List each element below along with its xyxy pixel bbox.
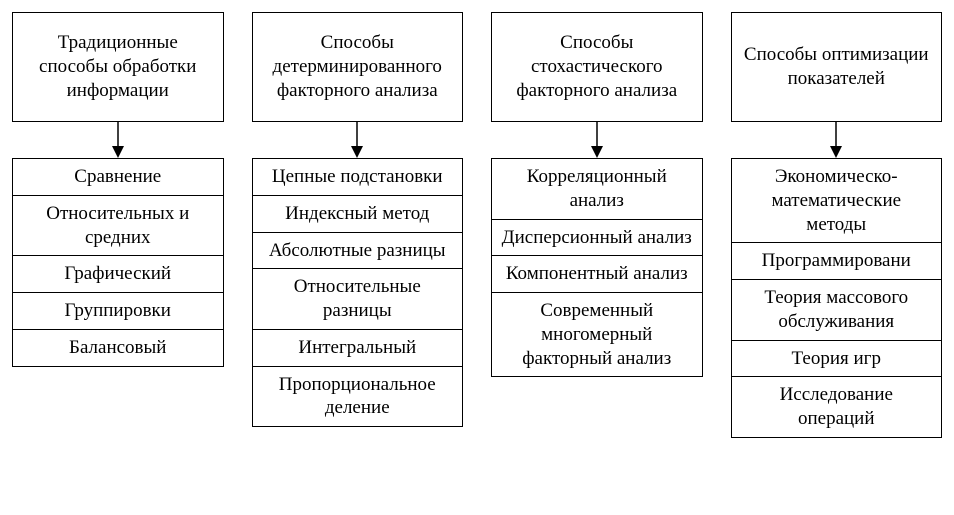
list-item: Цепные подстановки (253, 159, 463, 195)
arrow-down-icon (347, 122, 367, 158)
column-4: Способы оптимизации показателей Экономич… (731, 12, 943, 438)
column-1-items: Сравнение Относительных и средних Графич… (12, 158, 224, 367)
arrow-down-icon (826, 122, 846, 158)
column-3: Способы стохастического факторного анали… (491, 12, 703, 377)
list-item: Относительных и средних (13, 195, 223, 256)
list-item: Относительные разницы (253, 268, 463, 329)
list-item: Корреляционный анализ (492, 159, 702, 219)
arrow-down-icon (108, 122, 128, 158)
column-4-items: Экономическо-математические методы Прогр… (731, 158, 943, 438)
column-3-header: Способы стохастического факторного анали… (491, 12, 703, 122)
column-2-items: Цепные подстановки Индексный метод Абсол… (252, 158, 464, 427)
list-item: Индексный метод (253, 195, 463, 232)
list-item: Группировки (13, 292, 223, 329)
list-item: Теория игр (732, 340, 942, 377)
column-2-header: Способы детерминированного факторного ан… (252, 12, 464, 122)
list-item: Абсолютные разницы (253, 232, 463, 269)
column-4-header: Способы оптимизации показателей (731, 12, 943, 122)
arrow-down-icon (587, 122, 607, 158)
list-item: Экономическо-математические методы (732, 159, 942, 242)
column-1-header: Традиционные способы обработки информаци… (12, 12, 224, 122)
column-2: Способы детерминированного факторного ан… (252, 12, 464, 427)
list-item: Балансовый (13, 329, 223, 366)
list-item: Программировани (732, 242, 942, 279)
list-item: Интегральный (253, 329, 463, 366)
column-1: Традиционные способы обработки информаци… (12, 12, 224, 367)
diagram-columns: Традиционные способы обработки информаци… (12, 12, 942, 438)
list-item: Дисперсионный анализ (492, 219, 702, 256)
list-item: Пропорциональное деление (253, 366, 463, 427)
list-item: Компонентный анализ (492, 255, 702, 292)
list-item: Сравнение (13, 159, 223, 195)
column-3-items: Корреляционный анализ Дисперсионный анал… (491, 158, 703, 377)
list-item: Современный многомерный факторный анализ (492, 292, 702, 376)
list-item: Теория массового обслуживания (732, 279, 942, 340)
list-item: Графический (13, 255, 223, 292)
list-item: Исследование операций (732, 376, 942, 437)
